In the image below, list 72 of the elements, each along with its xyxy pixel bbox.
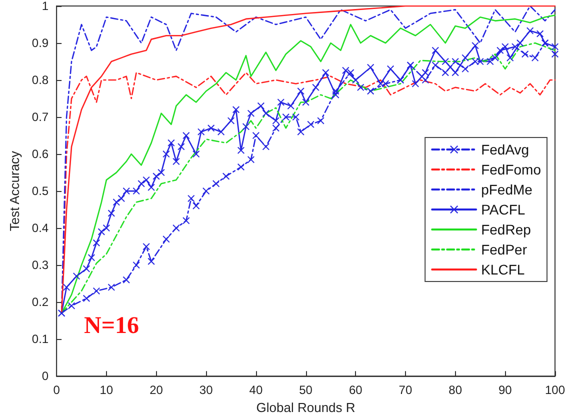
x-tick-label: 70 [398,383,412,398]
point [496,46,504,54]
point [462,65,469,72]
point [92,287,100,294]
legend-label: pFedMe [481,182,533,198]
point [182,217,190,224]
x-tick-label: 20 [150,383,164,398]
point [162,236,170,243]
point [252,132,260,140]
x-tick-label: 50 [299,383,313,398]
x-tick-label: 10 [100,383,114,398]
point [307,120,314,128]
point [212,180,220,188]
point [82,294,90,302]
point [442,69,449,76]
x-tick-label: 90 [498,383,512,398]
x-axis-title: Global Rounds R [256,400,356,415]
point [486,58,494,66]
x-tick-label: 80 [448,383,462,398]
legend-label: FedAvg [481,142,530,158]
y-tick-label: 0.1 [32,332,49,346]
y-tick-label: 0.4 [32,221,49,236]
point [222,172,230,180]
point [262,143,270,150]
point [108,284,115,291]
point [282,114,290,121]
y-tick-label: 0.3 [32,258,49,272]
y-tick-label: 0 [42,369,49,384]
point [552,50,558,58]
y-tick-label: 0.6 [32,147,49,162]
point [142,243,150,250]
y-tick-label: 1 [42,0,49,13]
point [522,50,529,58]
x-tick-label: 100 [544,383,566,398]
point [247,156,254,164]
point [148,258,155,265]
y-tick-label: 0.2 [32,295,49,310]
x-tick-label: 40 [249,383,263,398]
point [237,163,244,170]
x-tick-label: 0 [53,383,60,398]
point [512,43,519,50]
y-tick-label: 0.5 [32,184,49,198]
legend-label: FedRep [481,222,532,238]
y-tick-label: 0.8 [32,73,49,88]
point [332,88,340,95]
legend-label: FedFomo [481,162,542,178]
point [202,188,210,195]
point [172,224,180,232]
point [432,62,439,69]
point [347,69,354,76]
point [422,76,429,84]
point [357,84,364,91]
point [452,58,459,66]
annotation: N=16 [84,313,140,339]
y-axis-title: Test Accuracy [7,150,22,232]
point [297,128,304,136]
point [122,276,130,284]
x-tick-label: 60 [348,383,363,398]
point [132,262,140,269]
legend-label: KLCFL [481,262,525,278]
point [292,114,300,121]
point [192,202,200,210]
x-tick-label: 30 [199,383,214,398]
point [188,194,195,202]
point [367,88,374,95]
point [317,117,324,124]
y-tick-label: 0.7 [32,110,49,124]
legend-label: PACFL [481,202,526,218]
legend-label: FedPer [481,242,528,258]
y-tick-label: 0.9 [32,36,49,50]
point [532,54,539,62]
point [272,124,280,132]
